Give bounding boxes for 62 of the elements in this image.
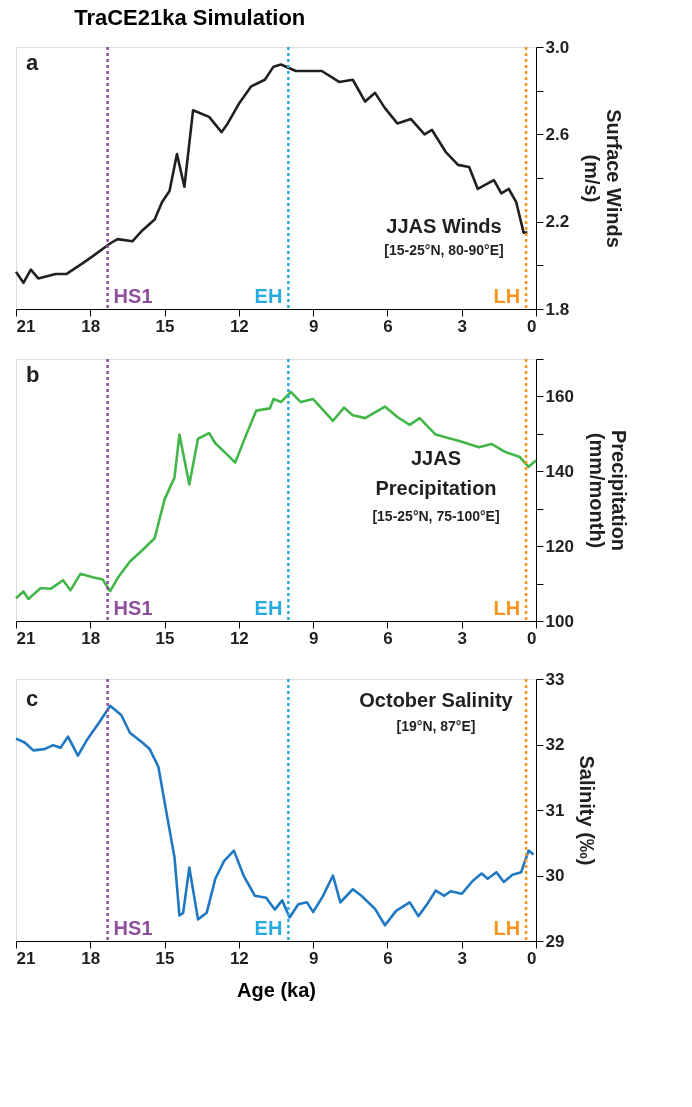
y-tick-label: 31 — [545, 800, 565, 820]
ref-line-label: HS1 — [113, 597, 153, 619]
y-tick-label: 2.2 — [545, 212, 570, 232]
x-tick-label: 15 — [155, 316, 175, 336]
ref-line-label: HS1 — [113, 285, 153, 307]
x-tick-label: 12 — [229, 628, 249, 648]
x-tick-label: 0 — [527, 316, 537, 336]
annotation: [15-25°N, 75-100°E] — [372, 508, 500, 524]
x-tick-label: 12 — [229, 316, 249, 336]
y-tick-label: 3.0 — [545, 37, 570, 57]
y-axis-title: Salinity (‰) — [576, 755, 599, 866]
annotation: [19°N, 87°E] — [396, 718, 476, 734]
annotation: JJAS — [410, 447, 462, 469]
annotation: b — [26, 362, 40, 387]
y-tick-label: 2.6 — [545, 124, 570, 144]
annotation: [15-25°N, 80-90°E] — [384, 242, 504, 258]
chart-title: TraCE21ka Simulation — [74, 4, 306, 30]
x-tick-label: 9 — [308, 948, 319, 968]
ref-line-label: HS1 — [113, 917, 153, 939]
x-tick-label: 18 — [81, 316, 101, 336]
x-tick-label: 6 — [383, 316, 393, 336]
x-tick-label: 6 — [383, 948, 393, 968]
x-tick-label: 18 — [81, 628, 101, 648]
y-tick-label: 32 — [545, 735, 565, 754]
ref-line-label: EH — [254, 917, 283, 939]
ref-line-label: EH — [254, 285, 283, 307]
x-tick-label: 0 — [527, 948, 537, 968]
annotation: c — [26, 686, 39, 711]
x-tick-label: 9 — [308, 628, 319, 648]
ref-line-label: EH — [254, 597, 283, 619]
x-tick-label: 21 — [16, 948, 36, 968]
x-tick-label: 0 — [527, 628, 537, 648]
x-tick-label: 6 — [383, 628, 393, 648]
y-tick-label: 33 — [545, 669, 565, 689]
y-tick-label: 160 — [545, 386, 574, 406]
line-series — [14, 390, 538, 601]
annotation: October Salinity — [359, 689, 514, 711]
x-tick-label: 3 — [457, 948, 467, 968]
x-tick-label: 3 — [457, 628, 467, 648]
y-tick-label: 30 — [545, 866, 565, 885]
y-axis-title: Precipitation (mm/month) — [585, 429, 630, 552]
ref-line-label: LH — [493, 285, 521, 307]
x-tick-label: 18 — [81, 948, 101, 968]
y-tick-label: 100 — [545, 611, 574, 631]
annotation: Precipitation — [375, 477, 497, 499]
x-tick-label: 15 — [155, 948, 175, 968]
x-tick-label: 9 — [308, 316, 319, 336]
x-tick-label: 15 — [155, 628, 175, 648]
y-tick-label: 1.8 — [545, 299, 570, 319]
y-tick-label: 140 — [545, 461, 574, 481]
x-tick-label: 21 — [16, 316, 36, 336]
x-axis-title: Age (ka) — [237, 978, 316, 1001]
y-tick-label: 29 — [545, 931, 565, 951]
y-axis-title: Surface Winds (m/s) — [581, 109, 626, 248]
annotation: a — [26, 50, 39, 75]
annotation: JJAS Winds — [386, 215, 502, 237]
x-tick-label: 21 — [16, 628, 36, 648]
y-tick-label: 120 — [545, 536, 574, 556]
x-tick-label: 3 — [457, 316, 467, 336]
ref-line-label: LH — [493, 597, 521, 619]
x-tick-label: 12 — [229, 948, 249, 968]
ref-line-label: LH — [493, 917, 521, 939]
